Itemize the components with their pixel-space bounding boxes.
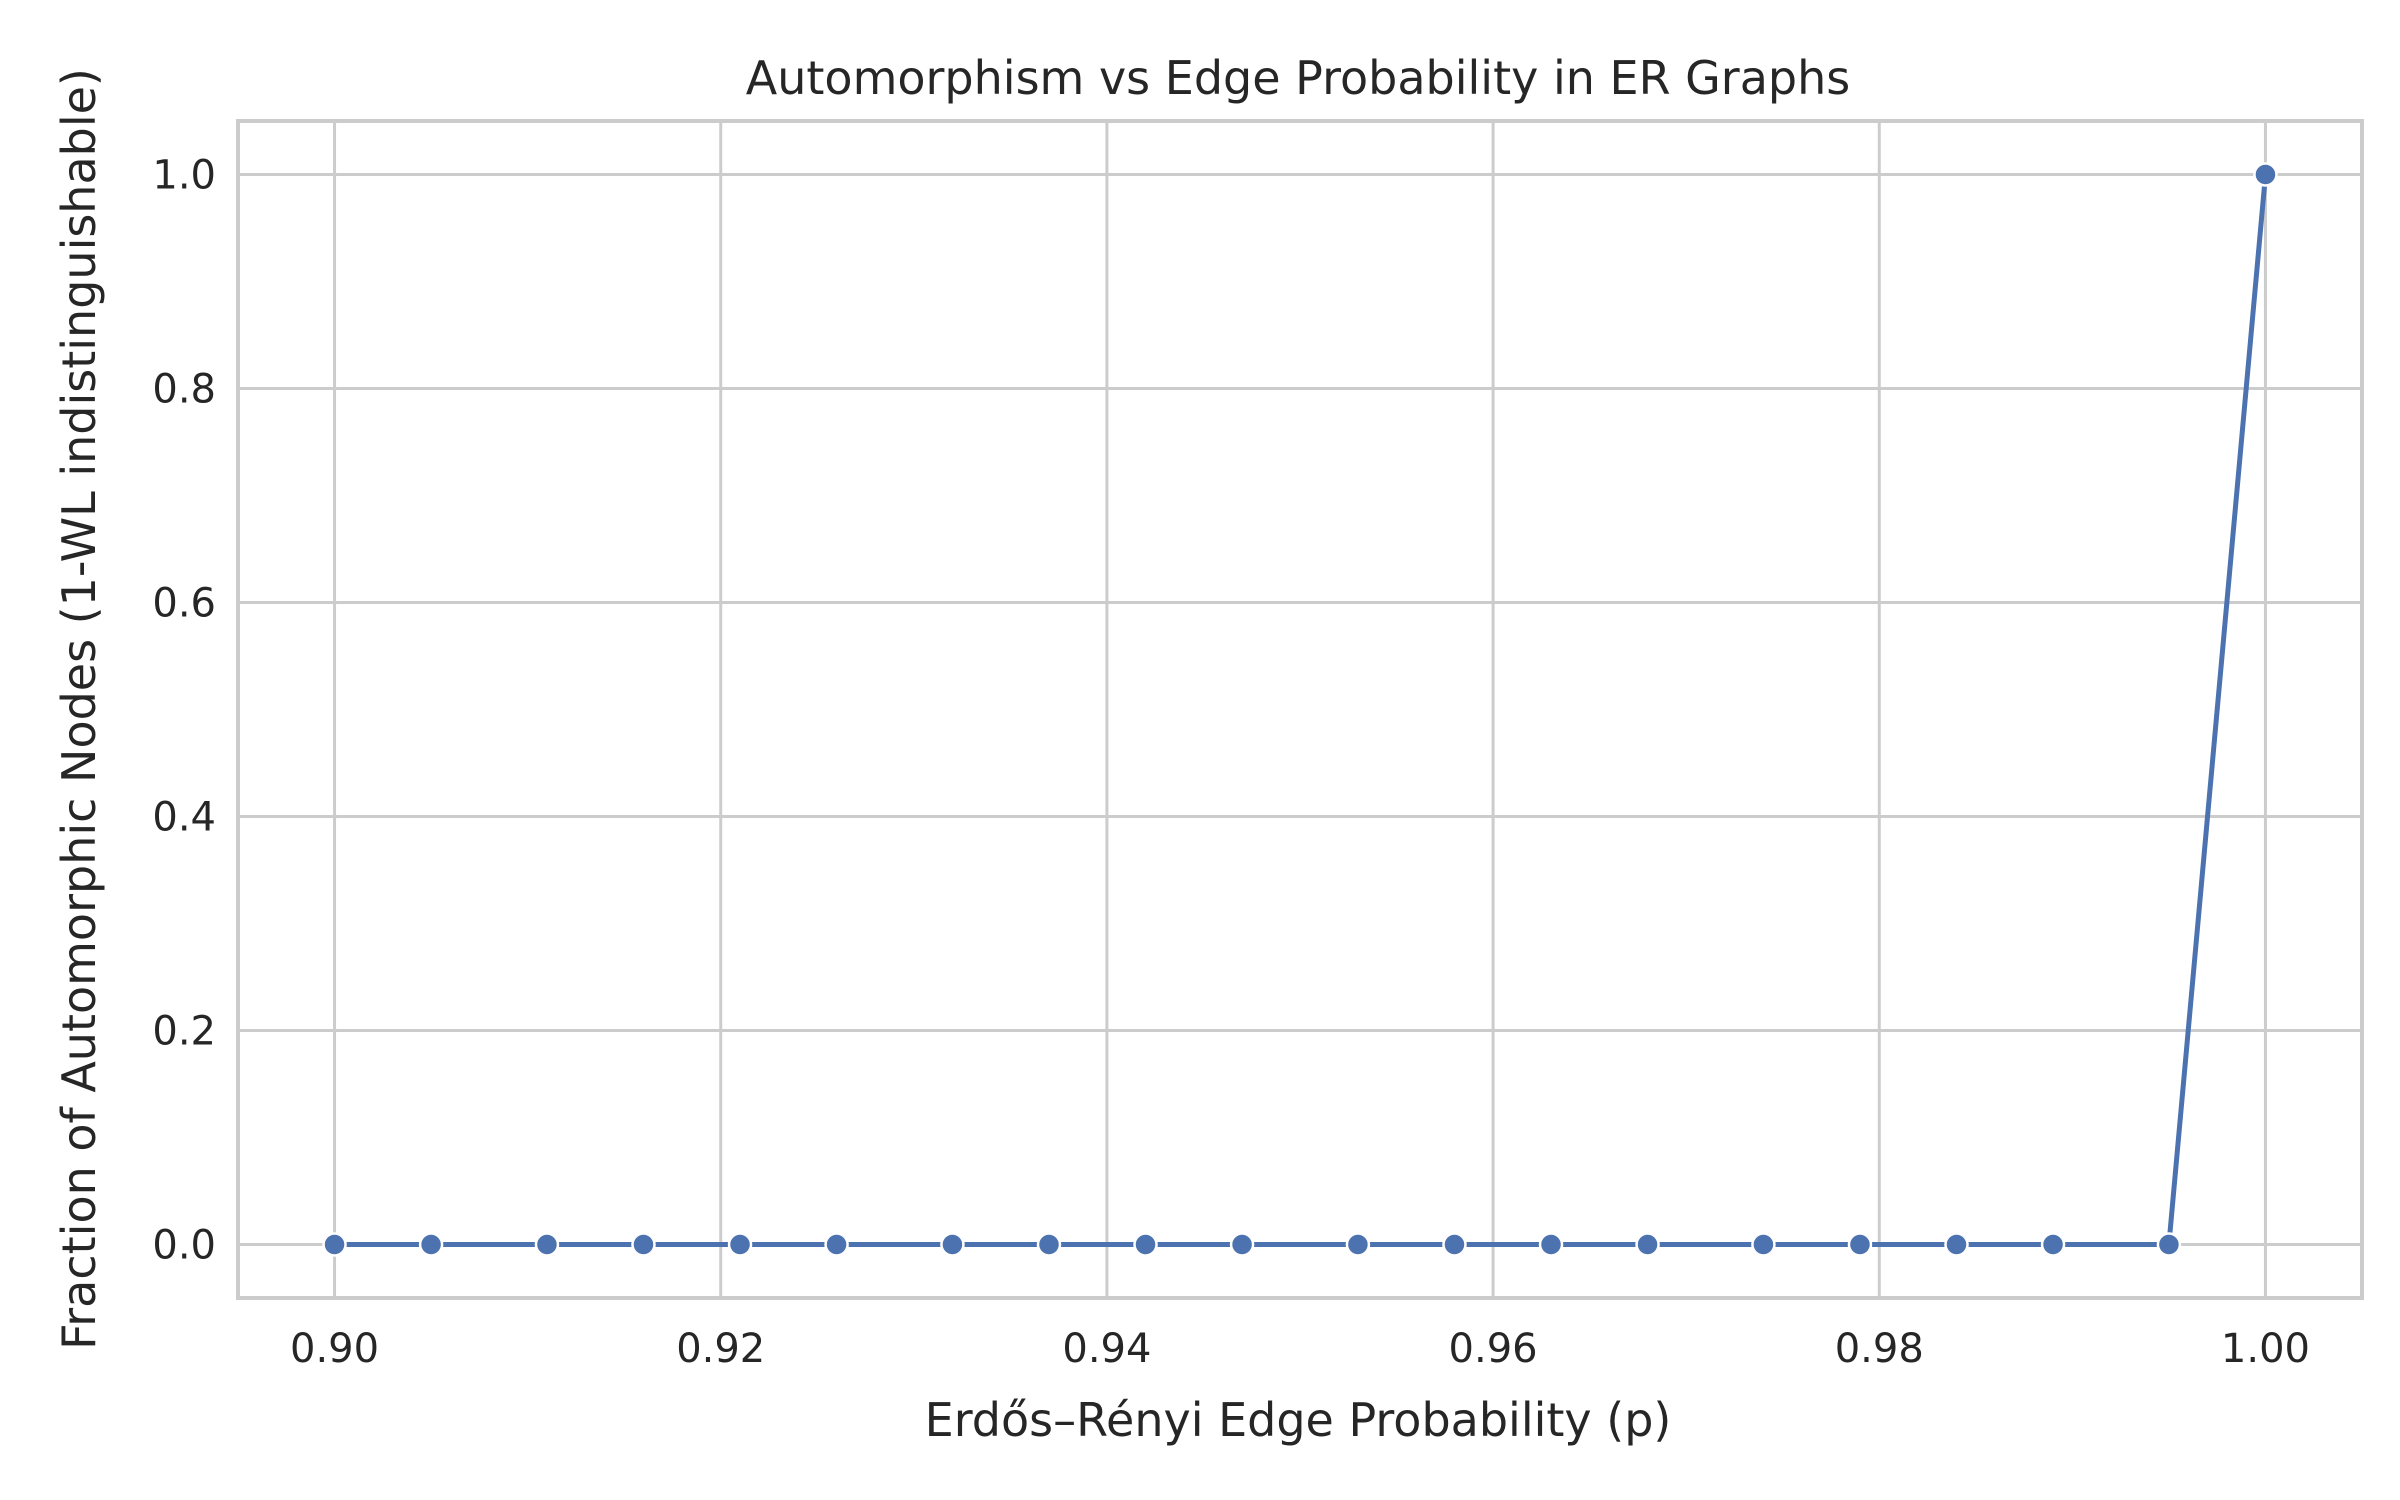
x-tick-label: 1.00	[2221, 1326, 2310, 1372]
data-point	[1036, 1232, 1062, 1257]
data-point	[1442, 1232, 1467, 1257]
data-point	[418, 1232, 444, 1257]
data-point	[1847, 1232, 1873, 1257]
x-axis-label: Erdős–Rényi Edge Probability (p)	[925, 1393, 1672, 1447]
data-point	[824, 1232, 849, 1257]
x-tick-label: 0.96	[1449, 1326, 1538, 1372]
series-line	[334, 174, 2268, 1247]
data-point	[2040, 1232, 2066, 1257]
y-axis-label: Fraction of Automorphic Nodes (1-WL indi…	[52, 68, 106, 1350]
chart-title: Automorphism vs Edge Probability in ER G…	[746, 51, 1850, 105]
data-point	[2156, 1232, 2182, 1257]
data-point	[1635, 1232, 1660, 1257]
data-point	[534, 1232, 560, 1257]
y-tick-label: 0.0	[152, 1223, 216, 1269]
data-point	[940, 1232, 965, 1257]
data-point	[1944, 1232, 1969, 1257]
data-point	[1345, 1232, 1371, 1257]
data-point	[631, 1232, 656, 1257]
x-tick-label: 0.98	[1835, 1326, 1924, 1372]
y-tick-label: 0.2	[152, 1009, 216, 1055]
data-point	[1751, 1232, 1776, 1257]
data-point	[727, 1232, 753, 1257]
x-tick-label: 0.94	[1062, 1326, 1151, 1372]
series-layer	[322, 162, 2278, 1257]
grid-lines	[238, 121, 2362, 1298]
y-tick-label: 1.0	[152, 153, 216, 199]
plot-frame	[236, 119, 2364, 1300]
y-tick-label: 0.8	[152, 367, 216, 413]
y-tick-label: 0.6	[152, 581, 216, 627]
data-point	[322, 1232, 347, 1257]
data-point	[1538, 1232, 1564, 1257]
data-point	[2253, 162, 2278, 187]
x-tick-label: 0.90	[290, 1326, 379, 1372]
y-tick-label: 0.4	[152, 795, 216, 841]
data-point	[1133, 1232, 1158, 1257]
data-point	[1229, 1232, 1255, 1257]
tick-labels: 0.90 0.92 0.94 0.96 0.98 1.00 0.0 0.2 0.4 0.6 0.8 1…	[152, 153, 2310, 1373]
x-tick-label: 0.92	[676, 1326, 765, 1372]
